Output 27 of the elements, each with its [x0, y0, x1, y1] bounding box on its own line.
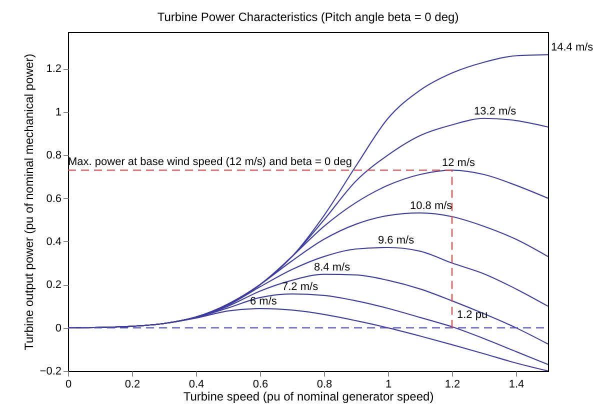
series-label: 9.6 m/s — [378, 234, 415, 246]
x-tick-label: 0.4 — [188, 378, 204, 390]
x-tick-label: 1.2 — [444, 378, 460, 390]
ref-line-label: 1.2 pu — [457, 308, 488, 321]
series-label: 13.2 m/s — [474, 105, 517, 118]
y-axis-title: Turbine output power (pu of nominal mechanical power) — [22, 54, 36, 350]
x-tick-label: 0.8 — [316, 378, 332, 390]
x-tick-label: 1 — [385, 378, 392, 390]
series-label: 7.2 m/s — [282, 280, 319, 293]
annotation: Max. power at base wind speed (12 m/s) and beta = 0 deg — [68, 156, 352, 168]
x-tick-label: 1.4 — [508, 378, 524, 390]
y-tick-label: 0.2 — [46, 279, 62, 292]
series-label: 12 m/s — [442, 157, 476, 170]
chart-title: Turbine Power Characteristics (Pitch angle beta = 0 deg) — [157, 10, 459, 24]
x-tick-label: 0.6 — [252, 378, 268, 390]
y-tick-label: 0.8 — [46, 150, 62, 162]
x-tick-label: 0 — [65, 378, 72, 390]
y-tick-label: 0.6 — [46, 192, 62, 205]
series-label: 14.4 m/s — [551, 42, 593, 54]
y-tick-label: 1.2 — [46, 63, 62, 76]
y-tick-label: 0 — [55, 322, 62, 334]
series-label: 8.4 m/s — [314, 261, 351, 274]
x-axis-title: Turbine speed (pu of nominal generator speed) — [183, 390, 434, 404]
y-tick-label: 1 — [55, 106, 62, 118]
y-tick-label: 0.4 — [46, 236, 62, 248]
x-tick-label: 0.2 — [124, 378, 140, 390]
y-tick-label: −0.2 — [40, 366, 62, 378]
